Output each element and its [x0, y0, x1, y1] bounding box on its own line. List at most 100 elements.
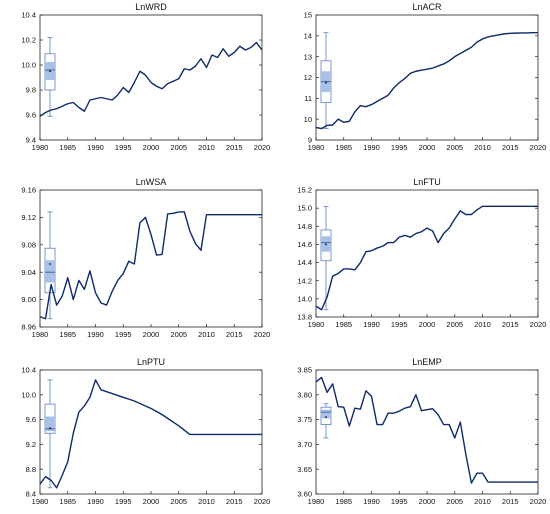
- boxplot-median-band: [321, 409, 331, 419]
- x-tick-label: 2020: [254, 497, 271, 506]
- y-tick-label: 14.8: [297, 222, 312, 231]
- panel-5: LnPTU 8.4 8.8 9.2 9.6 10.0 10.4 1980 1985 1990 199…: [21, 357, 270, 506]
- y-tick-label: 10.0: [21, 61, 36, 70]
- x-tick-label: 2020: [530, 497, 547, 506]
- y-tick-label: 10.4: [21, 11, 36, 20]
- x-tick-label: 2005: [446, 497, 463, 506]
- panel-2: LnACR 9 10 11 12 13 14 15 1980 1985 1990 1995 2000 20…: [304, 2, 547, 152]
- boxplot-mean-dot: [49, 70, 51, 73]
- y-tick-label: 15.0: [297, 204, 312, 213]
- y-tick-label: 8.96: [21, 323, 36, 332]
- panel-4: LnFTU 13.8 14.0 14.2 14.4 14.6 14.8 15.0 15.2 198…: [297, 177, 546, 329]
- boxplot-mean-dot: [49, 427, 51, 430]
- x-tick-label: 2000: [143, 497, 160, 506]
- x-tick-label: 1985: [59, 497, 76, 506]
- panel-3: LnWSA 8.96 9.00 9.04 9.08 9.12 9.16 1980 1985 199…: [21, 177, 270, 339]
- y-tick-label: 3.65: [297, 465, 312, 474]
- x-tick-label: 2020: [254, 330, 271, 339]
- series-line: [39, 41, 263, 117]
- y-tick-label: 3.75: [297, 415, 312, 424]
- boxplot-mean-dot: [325, 243, 327, 246]
- boxplot-mean-dot: [325, 416, 327, 419]
- y-tick-label: 9.4: [26, 136, 36, 145]
- x-tick-label: 2010: [198, 497, 215, 506]
- panel-6: LnEMP 3.60 3.65 3.70 3.75 3.80 3.85 1980 1985 199…: [297, 357, 546, 506]
- y-tick-label: 9: [308, 136, 312, 145]
- x-tick-label: 1990: [87, 330, 104, 339]
- x-tick-label: 1980: [32, 143, 49, 152]
- y-tick-label: 9.00: [21, 295, 36, 304]
- x-tick-label: 1995: [115, 143, 132, 152]
- y-tick-label: 11: [304, 94, 312, 103]
- x-tick-label: 2015: [226, 143, 243, 152]
- y-tick-label: 8.8: [26, 465, 36, 474]
- y-tick-label: 14.2: [297, 276, 312, 285]
- x-tick-label: 2015: [226, 330, 243, 339]
- y-tick-label: 15.2: [297, 186, 312, 195]
- series-line: [315, 205, 538, 311]
- y-tick-label: 3.80: [297, 390, 312, 399]
- x-tick-label: 1980: [308, 143, 325, 152]
- x-tick-label: 1985: [59, 143, 76, 152]
- x-tick-label: 2005: [446, 143, 463, 152]
- x-tick-label: 1985: [335, 497, 352, 506]
- y-tick-label: 15: [304, 11, 312, 20]
- y-tick-label: 3.60: [297, 490, 312, 499]
- x-tick-label: 1995: [115, 330, 132, 339]
- panel-title: LnPTU: [137, 357, 165, 367]
- y-tick-label: 9.04: [21, 268, 36, 277]
- x-tick-label: 1995: [115, 497, 132, 506]
- boxplot-median-band: [45, 260, 55, 283]
- x-tick-label: 1990: [87, 143, 104, 152]
- x-tick-label: 2010: [474, 497, 491, 506]
- y-tick-label: 10.0: [21, 390, 36, 399]
- x-tick-label: 2010: [474, 320, 491, 329]
- y-tick-label: 14.4: [297, 258, 312, 267]
- x-tick-label: 2020: [254, 143, 271, 152]
- x-tick-label: 2020: [530, 320, 547, 329]
- panel-title: LnEMP: [412, 357, 442, 367]
- x-tick-label: 1995: [391, 143, 408, 152]
- y-tick-label: 14.0: [297, 294, 312, 303]
- panel-title: LnACR: [412, 2, 442, 12]
- x-tick-label: 2015: [502, 143, 519, 152]
- y-tick-label: 14: [304, 31, 312, 40]
- plot-frame: [315, 189, 539, 318]
- plot-frame: [39, 189, 263, 328]
- series-line: [315, 32, 538, 130]
- y-tick-label: 9.6: [26, 111, 36, 120]
- y-tick-label: 9.6: [26, 415, 36, 424]
- y-tick-label: 10.2: [21, 36, 36, 45]
- x-tick-label: 2010: [198, 330, 215, 339]
- panel-1: LnWRD 9.4 9.6 9.8 10.0 10.2 10.4 1980 1985 1990 19…: [21, 2, 270, 152]
- x-tick-label: 2005: [446, 320, 463, 329]
- y-tick-label: 13: [304, 52, 312, 61]
- y-tick-label: 3.70: [297, 440, 312, 449]
- x-tick-label: 2005: [170, 497, 187, 506]
- y-tick-label: 9.08: [21, 240, 36, 249]
- panel-title: LnWRD: [135, 2, 167, 12]
- series-line: [39, 211, 262, 320]
- y-tick-label: 10: [304, 115, 312, 124]
- y-tick-label: 9.8: [26, 86, 36, 95]
- series-line: [315, 376, 538, 484]
- x-tick-label: 2020: [530, 143, 547, 152]
- x-tick-label: 1980: [308, 320, 325, 329]
- x-tick-label: 2015: [502, 497, 519, 506]
- x-tick-label: 1980: [32, 497, 49, 506]
- x-tick-label: 2015: [226, 497, 243, 506]
- x-tick-label: 1995: [391, 497, 408, 506]
- x-tick-label: 2000: [143, 143, 160, 152]
- boxplot-mean-dot: [49, 263, 51, 265]
- boxplot-median-band: [45, 416, 55, 432]
- x-tick-label: 2010: [474, 143, 491, 152]
- panel-title: LnWSA: [136, 177, 167, 187]
- x-tick-label: 1980: [32, 330, 49, 339]
- x-tick-label: 1985: [335, 143, 352, 152]
- x-tick-label: 2000: [419, 143, 436, 152]
- x-tick-label: 2015: [502, 320, 519, 329]
- x-tick-label: 2000: [143, 330, 160, 339]
- x-tick-label: 1985: [59, 330, 76, 339]
